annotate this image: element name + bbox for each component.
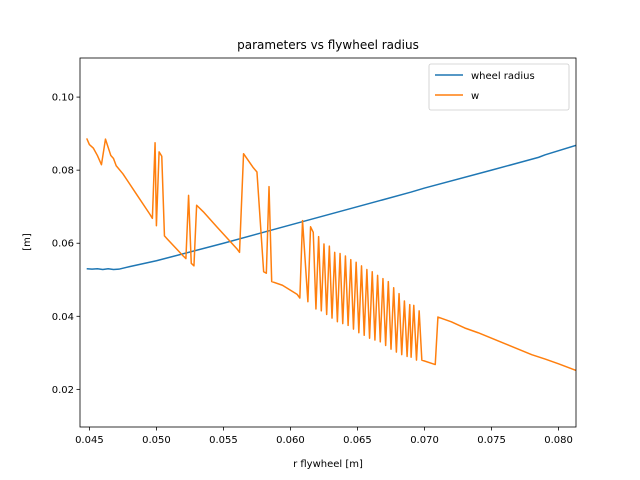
x-tick-label: 0.075 [477, 435, 506, 446]
chart-title: parameters vs flywheel radius [237, 38, 419, 52]
y-axis-label: [m] [22, 233, 33, 251]
y-tick-label: 0.04 [52, 312, 74, 323]
x-axis-label: r flywheel [m] [293, 459, 363, 470]
x-tick-label: 0.050 [142, 435, 171, 446]
x-tick-label: 0.065 [343, 435, 372, 446]
y-tick-label: 0.02 [52, 385, 74, 396]
plot-area [86, 138, 576, 372]
x-tick-label: 0.060 [276, 435, 305, 446]
x-tick-label: 0.055 [209, 435, 238, 446]
series-line-w [86, 138, 576, 372]
series-line-wheel-radius [86, 144, 576, 271]
legend: wheel radius w [428, 63, 570, 111]
axes: 0.045 0.050 0.055 0.060 0.065 0.070 0.075 0.080… [52, 57, 577, 446]
y-tick-label: 0.10 [52, 93, 74, 104]
axes-frame [79, 57, 577, 428]
legend-label: w [471, 91, 479, 102]
x-tick-label: 0.070 [410, 435, 439, 446]
x-tick-label: 0.080 [544, 435, 573, 446]
legend-label: wheel radius [471, 71, 535, 82]
y-tick-label: 0.06 [52, 239, 74, 250]
y-tick-label: 0.08 [52, 166, 74, 177]
legend-box [428, 63, 570, 111]
x-tick-label: 0.045 [75, 435, 104, 446]
